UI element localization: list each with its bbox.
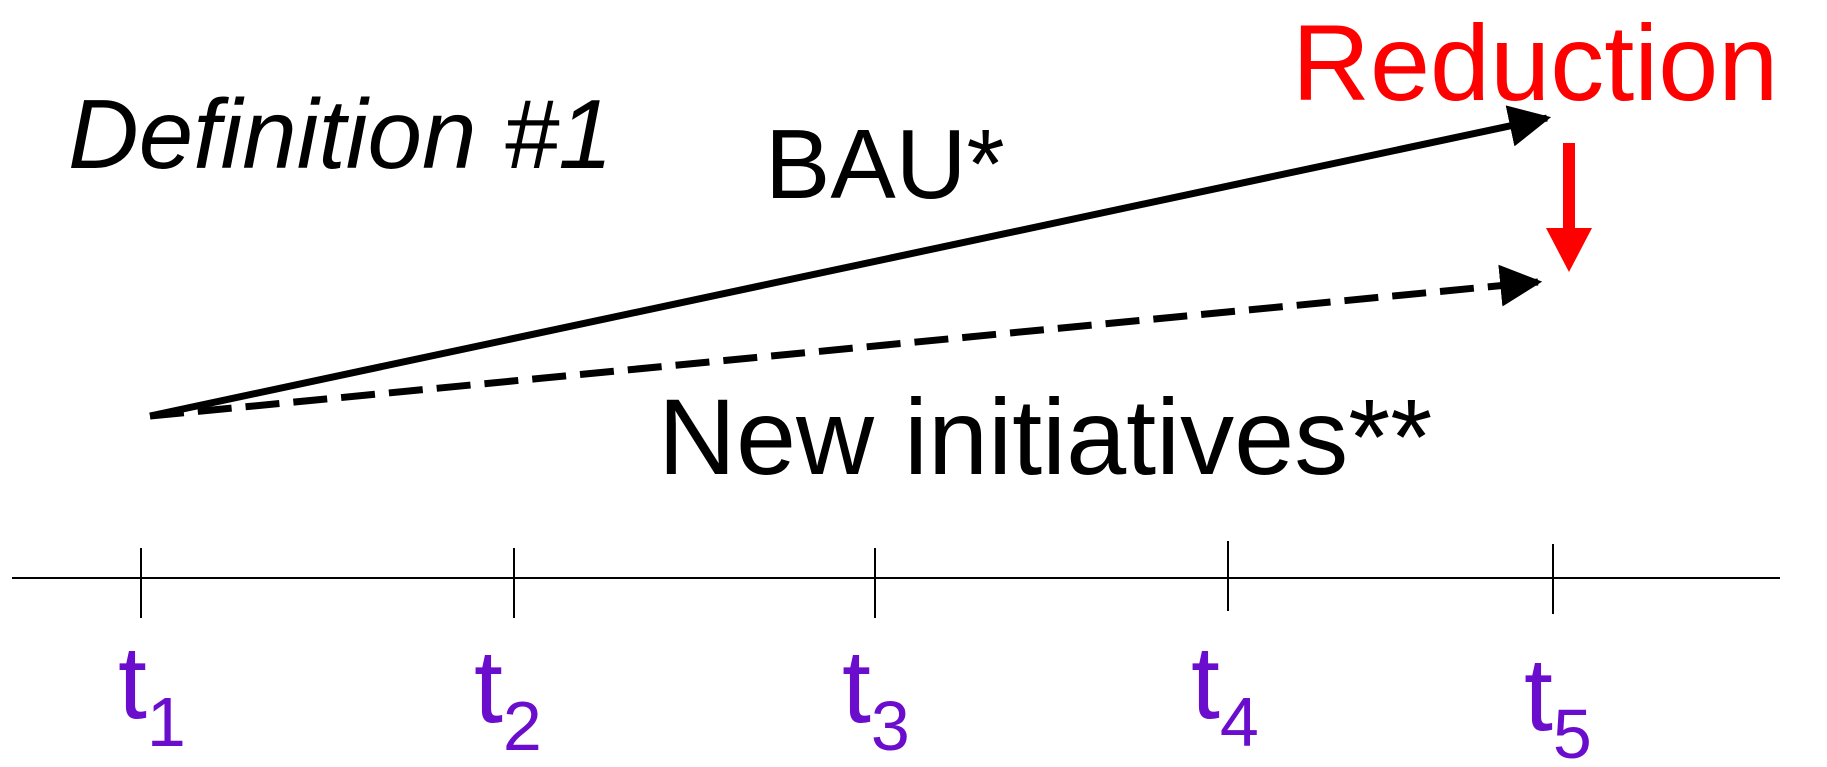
reduction-arrow xyxy=(1546,143,1592,272)
new-initiatives-trend-arrow xyxy=(149,264,1543,420)
new-initiatives-label: New initiatives** xyxy=(658,376,1432,497)
bau-trend-arrow xyxy=(149,105,1552,420)
definition-title: Definition #1 xyxy=(68,79,613,189)
tick-label-4: t4 xyxy=(1191,625,1259,761)
tick-label-5: t5 xyxy=(1524,637,1592,767)
reduction-label: Reduction xyxy=(1292,2,1778,123)
tick-label-3: t3 xyxy=(842,629,910,765)
bau-label: BAU* xyxy=(765,109,1005,219)
tick-label-2: t2 xyxy=(474,629,542,765)
tick-label-1: t1 xyxy=(118,625,186,761)
